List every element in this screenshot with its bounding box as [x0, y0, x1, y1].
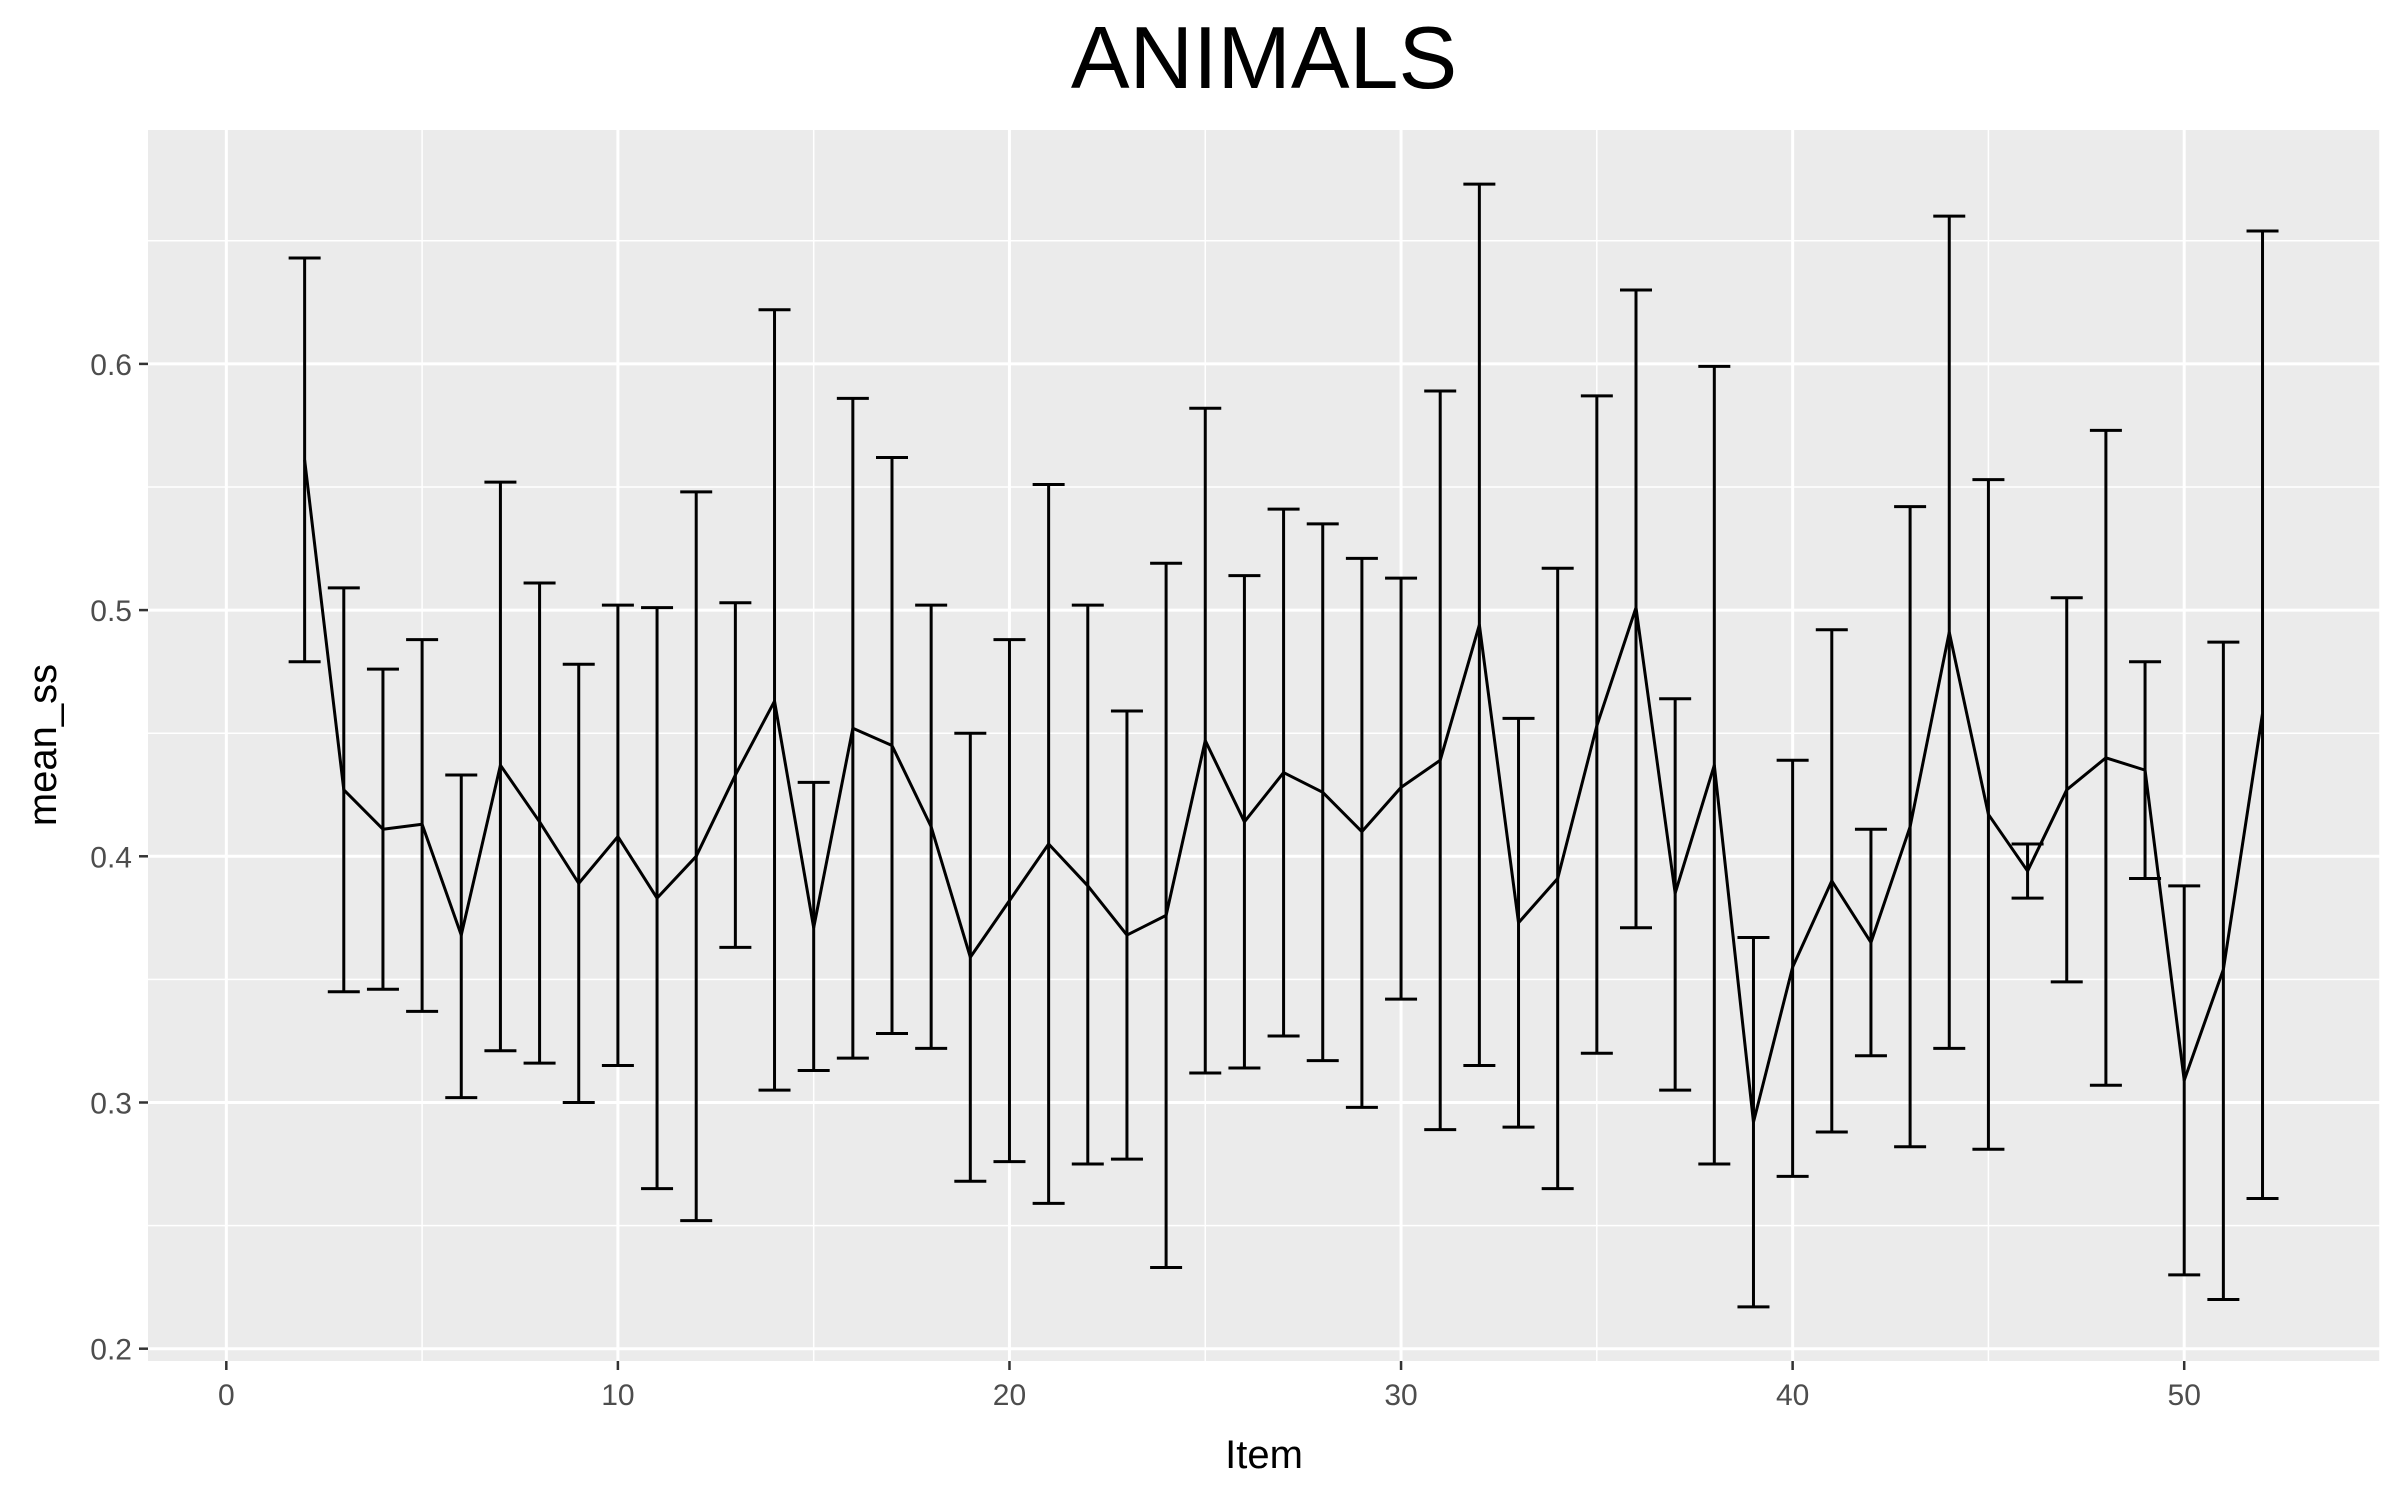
x-tick-label: 10	[601, 1379, 634, 1412]
plot-panel	[148, 130, 2380, 1361]
y-axis-title: mean_ss	[21, 664, 65, 826]
x-tick-label: 30	[1384, 1379, 1417, 1412]
mean-series-line	[303, 459, 2265, 1124]
y-tick-label: 0.5	[90, 595, 132, 628]
y-tick-label: 0.2	[90, 1334, 132, 1367]
y-tick-label: 0.4	[90, 841, 132, 874]
chart-title: ANIMALS	[1071, 8, 1457, 107]
x-tick-label: 0	[218, 1379, 235, 1412]
tick-labels: 0 10 20 30 40 50 0.2 0.3 0.4 0.5 0.6	[90, 349, 2201, 1412]
series-line-layer	[303, 459, 2265, 1124]
x-tick-label: 20	[993, 1379, 1026, 1412]
x-tick-label: 50	[2168, 1379, 2201, 1412]
x-axis-title: Item	[1225, 1433, 1303, 1477]
y-tick-label: 0.3	[90, 1087, 132, 1120]
y-tick-label: 0.6	[90, 349, 132, 382]
axis-ticks	[139, 362, 2186, 1370]
x-tick-label: 40	[1776, 1379, 1809, 1412]
